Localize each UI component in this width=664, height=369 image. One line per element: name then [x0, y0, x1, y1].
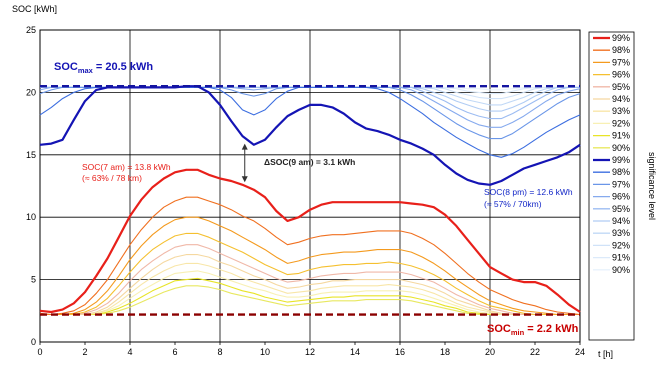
y-tick-label: 5 — [31, 275, 36, 285]
legend-title: significance level — [647, 152, 657, 220]
upper-bound-series — [39, 85, 581, 186]
grid — [40, 30, 580, 342]
x-tick-label: 4 — [127, 347, 132, 357]
y-axis-label: SOC [kWh] — [12, 4, 57, 14]
soc8-label-line2: (≈ 57% / 70km) — [484, 199, 542, 209]
soc7-label-line2: (≈ 63% / 78 km) — [82, 173, 142, 183]
legend-label: 97% — [612, 57, 630, 67]
y-tick-label: 20 — [26, 87, 36, 97]
lower-series-94 — [40, 254, 580, 316]
annotations: SOC(7 am) = 13.8 kWh (≈ 63% / 78 km) ΔSO… — [82, 143, 573, 209]
legend-label: 94% — [612, 216, 630, 226]
y-tick-label: 0 — [31, 337, 36, 347]
legend-label: 95% — [612, 82, 630, 92]
soc8-label-line1: SOC(8 pm) = 12.6 kWh — [484, 187, 573, 197]
delta-soc-label: ΔSOC(9 am) = 3.1 kWh — [264, 157, 355, 167]
soc-max-label: SOCmax = 20.5 kWh — [54, 61, 153, 75]
x-tick-label: 0 — [37, 347, 42, 357]
legend-label: 98% — [612, 45, 630, 55]
legend-label: 98% — [612, 167, 630, 177]
legend-label: 92% — [612, 118, 630, 128]
legend-label: 93% — [612, 228, 630, 238]
legend-label: 94% — [612, 94, 630, 104]
x-tick-label: 12 — [305, 347, 315, 357]
delta-arrow-head-down — [241, 176, 248, 183]
lower-series-92 — [40, 270, 580, 316]
lower-series-96 — [40, 232, 580, 316]
upper-series-99 — [39, 85, 581, 186]
legend-label: 92% — [612, 240, 630, 250]
x-tick-label: 20 — [485, 347, 495, 357]
x-tick-label: 14 — [350, 347, 360, 357]
legend: 99% 98% 97% 96% 95% 94% 93% 92% 91% 90% 99% 98% 97% 9… — [588, 31, 657, 341]
legend-label: 96% — [612, 192, 630, 202]
lower-series-93 — [40, 262, 580, 316]
x-tick-label: 6 — [172, 347, 177, 357]
legend-label: 99% — [612, 33, 630, 43]
lower-bound-series — [39, 168, 581, 316]
legend-label: 93% — [612, 106, 630, 116]
y-tick-label: 25 — [26, 25, 36, 35]
x-tick-label: 22 — [530, 347, 540, 357]
legend-label: 96% — [612, 70, 630, 80]
legend-label: 90% — [612, 265, 630, 275]
soc-min-label: SOCmin = 2.2 kWh — [487, 323, 579, 337]
x-tick-label: 10 — [260, 347, 270, 357]
lower-series-91 — [40, 277, 580, 316]
lower-series-97 — [40, 216, 580, 316]
lower-series-99 — [39, 168, 581, 314]
legend-label: 91% — [612, 253, 630, 263]
y-tick-label: 15 — [26, 150, 36, 160]
limit-labels: SOCmax = 20.5 kWh SOCmin = 2.2 kWh — [54, 61, 579, 337]
lower-series-98 — [39, 196, 581, 316]
x-tick-label: 18 — [440, 347, 450, 357]
soc7-label-line1: SOC(7 am) = 13.8 kWh — [82, 162, 171, 172]
legend-label: 99% — [612, 155, 630, 165]
x-axis-label: t [h] — [598, 349, 613, 359]
legend-label: 97% — [612, 179, 630, 189]
y-tick-label: 10 — [26, 212, 36, 222]
legend-label: 90% — [612, 143, 630, 153]
x-tick-label: 24 — [575, 347, 585, 357]
delta-arrow-head-up — [241, 143, 248, 150]
legend-label: 91% — [612, 131, 630, 141]
x-tick-label: 2 — [82, 347, 87, 357]
x-tick-label: 8 — [217, 347, 222, 357]
soc-limits — [40, 84, 580, 316]
x-tick-label: 16 — [395, 347, 405, 357]
lower-series-95 — [40, 244, 580, 316]
legend-label: 95% — [612, 204, 630, 214]
legend-box — [588, 31, 635, 341]
